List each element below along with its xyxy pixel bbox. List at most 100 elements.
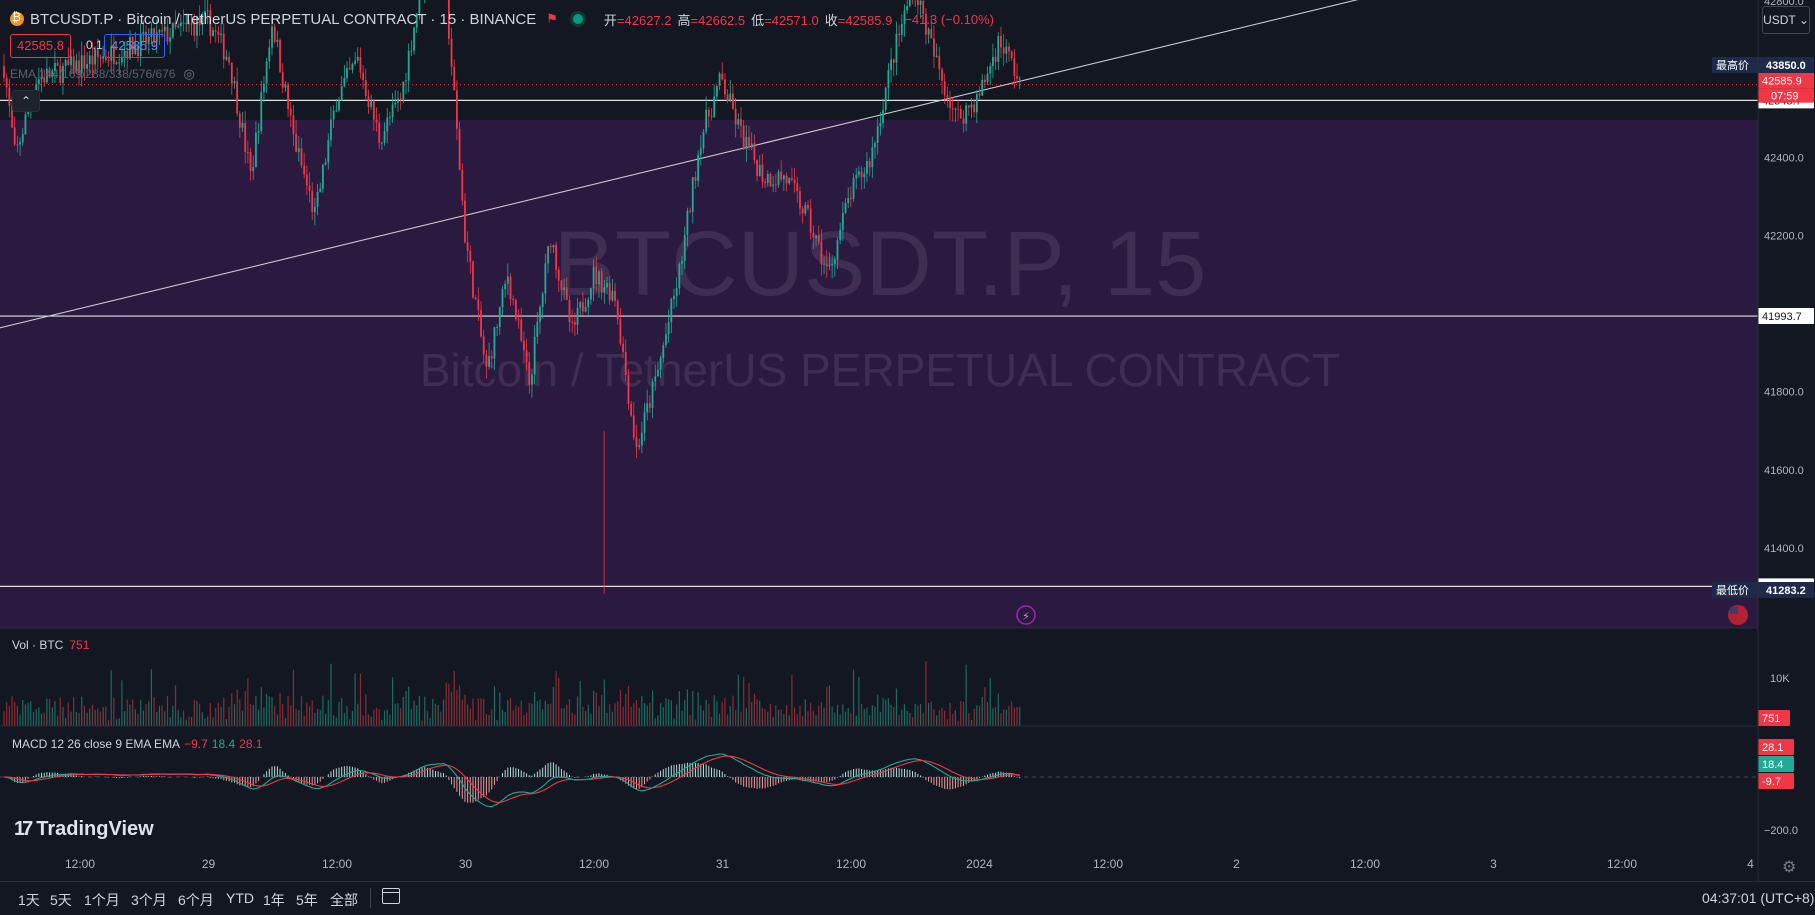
macd-axis-label[interactable]: -9.7 bbox=[1762, 776, 1781, 788]
range-1m[interactable]: 1个月 bbox=[84, 892, 120, 908]
volume-bar bbox=[716, 701, 718, 726]
horizontal-levels[interactable] bbox=[0, 0, 1758, 587]
macd-axis-label[interactable]: 18.4 bbox=[1762, 759, 1783, 771]
volume-bar bbox=[54, 701, 56, 726]
candle-body bbox=[70, 56, 72, 66]
candle-body bbox=[678, 263, 681, 289]
trendlines[interactable] bbox=[0, 0, 1481, 353]
volume-bar bbox=[933, 709, 935, 726]
volume-bar bbox=[684, 700, 686, 726]
volume-bar bbox=[429, 718, 431, 726]
volume-bar bbox=[118, 718, 120, 726]
candle-body bbox=[804, 204, 807, 214]
candle-body bbox=[946, 95, 949, 98]
trendline[interactable] bbox=[0, 0, 1481, 353]
volume-bar bbox=[885, 699, 887, 726]
candle-body bbox=[198, 17, 201, 26]
candle-body bbox=[619, 319, 622, 344]
ohlc-open: 开=42627.2 bbox=[603, 12, 672, 28]
range-5y[interactable]: 5年 bbox=[296, 892, 318, 908]
currency-select[interactable]: USDT ⌄ bbox=[1762, 6, 1810, 34]
candle-body bbox=[576, 307, 579, 325]
volume-bar bbox=[946, 719, 948, 726]
range-6m[interactable]: 6个月 bbox=[178, 892, 214, 908]
candle-body bbox=[544, 263, 547, 294]
tradingview-logo[interactable]: 17 TradingView bbox=[14, 818, 154, 841]
macd-legend[interactable]: MACD 12 26 close 9 EMA EMA −9.7 18.4 28.1 bbox=[12, 737, 263, 751]
level-price-label[interactable]: 41993.7 bbox=[1762, 311, 1802, 323]
candle-body bbox=[935, 55, 938, 57]
volume-bar bbox=[408, 686, 410, 726]
volume-bar bbox=[785, 705, 788, 726]
buy-price-button[interactable]: 42585.9 bbox=[104, 34, 165, 58]
candle-body bbox=[898, 33, 901, 36]
macd-value: −9.7 bbox=[184, 737, 208, 751]
candle-body bbox=[313, 206, 316, 213]
range-1y[interactable]: 1年 bbox=[263, 892, 285, 908]
volume-bar bbox=[351, 710, 353, 726]
macd-axis-label[interactable]: 28.1 bbox=[1762, 742, 1783, 754]
candle-body bbox=[732, 93, 734, 109]
candle-body bbox=[648, 403, 651, 408]
candle-body bbox=[670, 299, 673, 323]
session-extreme-label: 最低价 bbox=[1716, 584, 1749, 597]
volume-bar bbox=[110, 670, 112, 726]
candle-body bbox=[450, 38, 453, 67]
volume-bar bbox=[759, 700, 761, 726]
candle-body bbox=[107, 60, 110, 62]
last-price-label[interactable]: 42585.9 bbox=[1762, 76, 1802, 88]
candle-body bbox=[892, 59, 895, 63]
volume-bar bbox=[743, 676, 745, 726]
volume-bar bbox=[737, 674, 739, 726]
volume-bar bbox=[432, 698, 434, 726]
flag-icon[interactable]: ⚑ bbox=[546, 11, 558, 26]
candle-body bbox=[193, 23, 196, 36]
sell-price-button[interactable]: 42585.8 bbox=[10, 34, 71, 58]
volume-last-label[interactable]: 751 bbox=[1762, 713, 1780, 725]
volume-bar bbox=[27, 702, 29, 726]
spread-value: 0.1 bbox=[86, 38, 103, 52]
volume-bar bbox=[485, 713, 487, 726]
range-all[interactable]: 全部 bbox=[330, 892, 358, 908]
candle-body bbox=[54, 62, 56, 71]
candle-body bbox=[338, 100, 340, 111]
volume-bar bbox=[952, 714, 954, 726]
candle-body bbox=[552, 245, 555, 248]
volume-bar bbox=[11, 695, 13, 726]
collapse-legend-button[interactable]: ⌃ bbox=[12, 90, 40, 112]
range-ytd[interactable]: YTD bbox=[226, 890, 254, 906]
candle-body bbox=[169, 37, 172, 42]
eye-hidden-icon[interactable]: ◎ bbox=[183, 66, 195, 81]
volume-bar bbox=[520, 700, 522, 726]
calendar-icon[interactable] bbox=[382, 888, 400, 904]
range-1d[interactable]: 1天 bbox=[18, 892, 40, 908]
volume-bar bbox=[820, 702, 822, 726]
range-5d[interactable]: 5天 bbox=[50, 892, 72, 908]
lightning-icon[interactable] bbox=[1016, 605, 1036, 625]
ema-legend[interactable]: EMA 144/169/288/338/576/676 ◎ bbox=[10, 66, 195, 82]
volume-bar bbox=[22, 699, 24, 726]
volume-bar bbox=[290, 705, 292, 726]
price-axis[interactable]: 41400.041600.041800.042000.042200.042400… bbox=[1712, 0, 1815, 881]
volume-bar bbox=[333, 715, 335, 726]
volume-bar bbox=[215, 707, 217, 726]
volume-bar bbox=[794, 707, 796, 726]
volume-bar bbox=[367, 714, 370, 726]
gear-icon[interactable]: ⚙ bbox=[1782, 859, 1797, 876]
candle-body bbox=[271, 26, 273, 48]
range-3m[interactable]: 3个月 bbox=[131, 892, 167, 908]
volume-bar bbox=[651, 690, 654, 726]
currency-label: USDT bbox=[1763, 13, 1796, 27]
clock[interactable]: 04:37:01 (UTC+8) bbox=[1702, 890, 1815, 906]
ema-legend-text: EMA 144/169/288/338/576/676 bbox=[10, 67, 176, 81]
volume-bar bbox=[201, 712, 203, 726]
volume-bar bbox=[882, 697, 884, 726]
volume-bar bbox=[413, 700, 415, 726]
volume-legend[interactable]: Vol · BTC 751 bbox=[12, 638, 89, 652]
volume-bar bbox=[1019, 707, 1021, 726]
symbol-title[interactable]: BTCUSDT.P · Bitcoin / TetherUS PERPETUAL… bbox=[30, 10, 537, 28]
time-axis[interactable]: 12:00 29 12:00 30 12:00 31 12:00 2024 12:00 2 12:0… bbox=[65, 857, 1754, 871]
volume-bar bbox=[1011, 701, 1013, 726]
volume-bar bbox=[547, 703, 549, 726]
